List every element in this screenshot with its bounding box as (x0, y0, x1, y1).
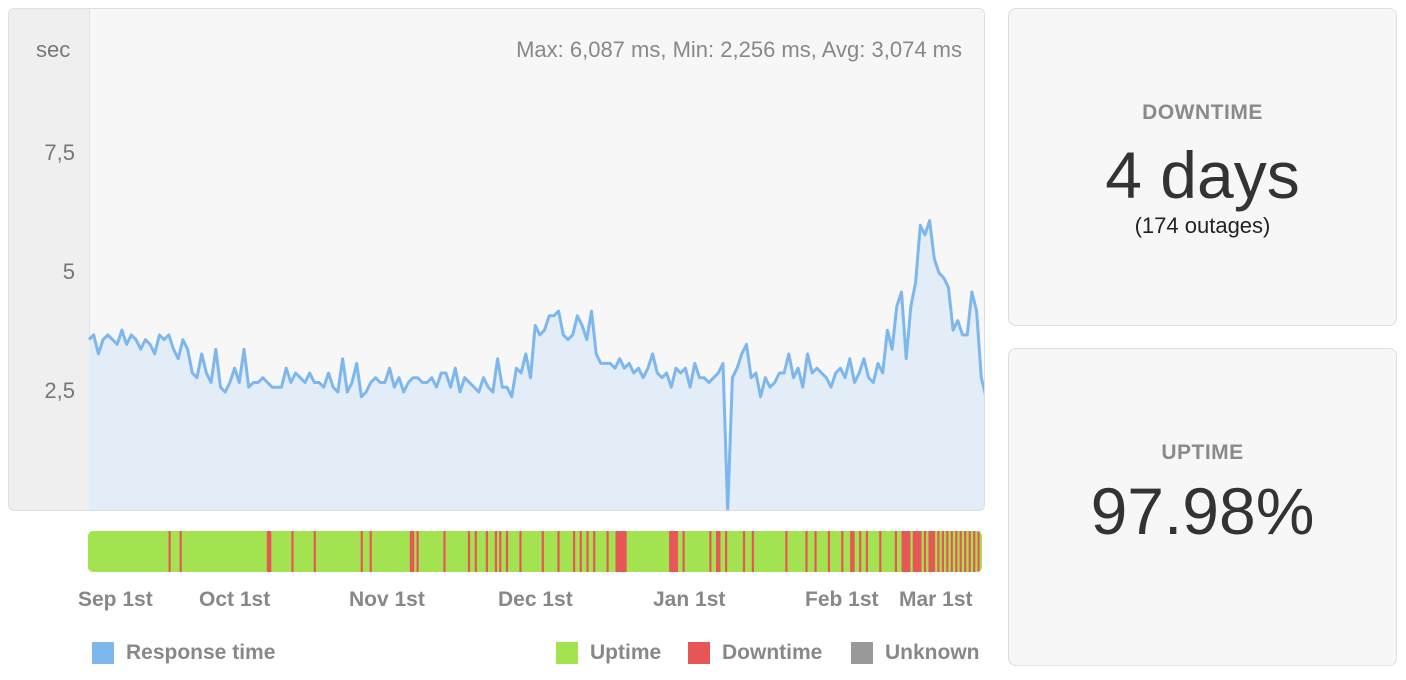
x-tick-label: Nov 1st (349, 588, 425, 611)
downtime-value: 4 days (1105, 138, 1300, 212)
downtime-span (959, 531, 962, 572)
downtime-swatch (688, 642, 710, 664)
y-tick-label: 5 (62, 259, 75, 284)
downtime-span (443, 531, 446, 572)
y-axis-strip (9, 9, 90, 510)
x-tick-label: Mar 1st (899, 588, 973, 611)
downtime-card: DOWNTIME 4 days (174 outages) (1008, 8, 1397, 326)
outages-count: (174 outages) (1134, 213, 1271, 238)
legend-unknown-label: Unknown (885, 641, 980, 664)
downtime-span (977, 531, 980, 572)
downtime-span (519, 531, 522, 572)
downtime-span (313, 531, 316, 572)
downtime-span (946, 531, 949, 572)
downtime-span (865, 531, 868, 572)
downtime-span (716, 531, 721, 572)
x-tick-label: Sep 1st (78, 588, 153, 611)
downtime-span (941, 531, 944, 572)
uptime-label: UPTIME (1161, 441, 1244, 464)
downtime-span (827, 531, 830, 572)
response-time-stats: Max: 6,087 ms, Min: 2,256 ms, Avg: 3,074… (516, 37, 962, 62)
legend-uptime-label: Uptime (590, 641, 662, 664)
downtime-span (955, 531, 958, 572)
downtime-span (879, 531, 882, 572)
downtime-span (541, 531, 544, 572)
status-timeline-bar (88, 531, 982, 572)
downtime-label: DOWNTIME (1142, 101, 1263, 124)
uptime-swatch (556, 642, 578, 664)
downtime-span (973, 531, 976, 572)
downtime-span (606, 531, 609, 572)
downtime-span (467, 531, 471, 572)
uptime-card: UPTIME 97.98% (1008, 348, 1397, 666)
downtime-span (841, 531, 844, 572)
response-time-plot (87, 219, 984, 510)
downtime-span (923, 531, 927, 572)
downtime-span (805, 531, 808, 572)
x-tick-label: Jan 1st (653, 588, 726, 611)
downtime-span (369, 531, 372, 572)
downtime-span (505, 531, 509, 572)
response-time-swatch (92, 642, 114, 664)
response-time-area (89, 220, 984, 510)
downtime-span (179, 531, 182, 572)
downtime-span (709, 531, 712, 572)
legend-response-time: Response time (92, 640, 275, 666)
status-timeline-plot (88, 531, 982, 572)
downtime-span (409, 531, 415, 572)
downtime-span (964, 531, 967, 572)
response-time-line (87, 219, 984, 510)
downtime-span (586, 531, 589, 572)
uptime-value: 97.98% (1090, 474, 1315, 548)
x-tick-label: Oct 1st (199, 588, 271, 611)
legend-uptime: Uptime (556, 640, 661, 666)
downtime-span (937, 531, 940, 572)
downtime-span (859, 531, 862, 572)
legend-downtime-label: Downtime (722, 641, 823, 664)
downtime-span (928, 531, 936, 572)
downtime-span (669, 531, 678, 572)
x-tick-label: Dec 1st (498, 588, 573, 611)
downtime-span (742, 531, 746, 572)
legend-response-time-label: Response time (126, 641, 276, 664)
downtime-span (168, 531, 171, 572)
downtime-span (499, 531, 502, 572)
response-time-chart: sec 7,5 5 2,5 Max: 6,087 ms, Min: 2,256 ms… (8, 8, 985, 511)
unknown-swatch (851, 642, 873, 664)
downtime-span (416, 531, 419, 572)
downtime-span (573, 531, 576, 572)
downtime-span (725, 531, 728, 572)
downtime-span (894, 531, 897, 572)
downtime-span (557, 531, 560, 572)
downtime-span (968, 531, 971, 572)
downtime-span (814, 531, 817, 572)
legend-unknown: Unknown (851, 640, 980, 666)
downtime-span (785, 531, 788, 572)
downtime-span (360, 531, 363, 572)
downtime-span (950, 531, 953, 572)
legend-downtime: Downtime (688, 640, 822, 666)
x-tick-label: Feb 1st (805, 588, 879, 611)
downtime-span (850, 531, 855, 572)
uptime-span (88, 531, 982, 572)
downtime-span (682, 531, 685, 572)
y-tick-label: 7,5 (44, 140, 75, 165)
downtime-span (912, 531, 922, 572)
downtime-span (579, 531, 582, 572)
y-axis-unit-label: sec (36, 37, 71, 62)
y-tick-label: 2,5 (44, 378, 75, 403)
downtime-span (615, 531, 627, 572)
downtime-span (266, 531, 272, 572)
downtime-span (485, 531, 488, 572)
downtime-span (291, 531, 294, 572)
downtime-span (901, 531, 911, 572)
downtime-span (474, 531, 477, 572)
downtime-span (751, 531, 754, 572)
downtime-span (494, 531, 497, 572)
downtime-span (593, 531, 596, 572)
